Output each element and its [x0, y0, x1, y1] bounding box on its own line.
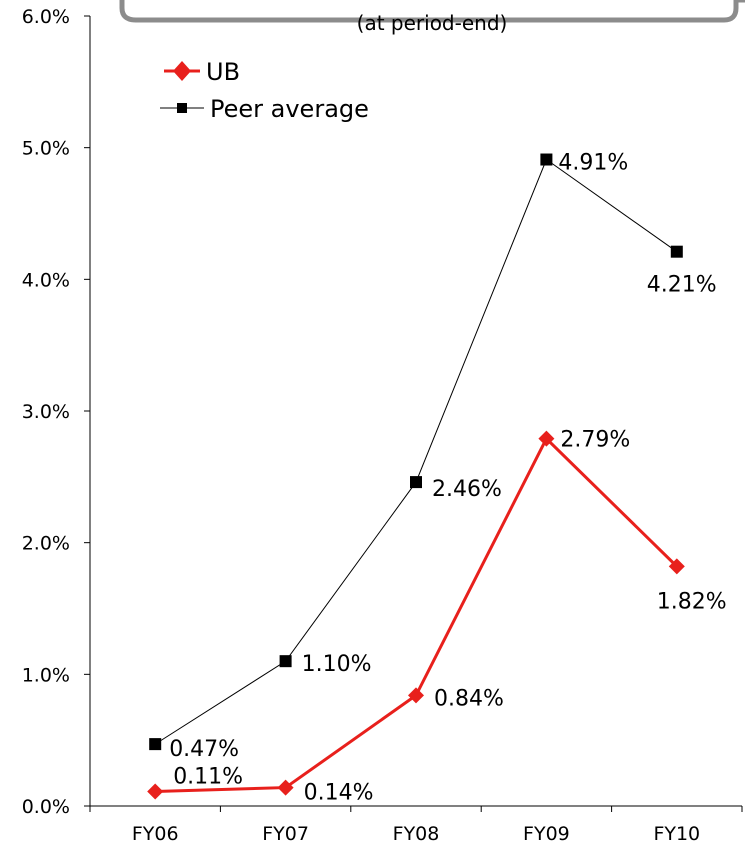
- peer-average-data-label: 4.91%: [558, 151, 628, 176]
- chart-subtitle: (at period-end): [357, 11, 508, 35]
- ub-point: [668, 558, 685, 575]
- header-frame: [119, 0, 745, 23]
- ub-point: [408, 687, 424, 704]
- x-tick-label: FY07: [262, 823, 309, 845]
- data-labels: 0.47% 1.10% 2.46% 4.91% 4.21% 0.11% 0.14% 0.84%…: [169, 151, 726, 806]
- series-markers: [147, 153, 685, 800]
- ub-point: [277, 779, 294, 796]
- legend-label-ub: UB: [206, 58, 240, 86]
- peer-average-point: [279, 655, 292, 668]
- peer-average-point: [149, 738, 162, 751]
- ub-point: [538, 430, 555, 447]
- y-tick-label: 3.0%: [22, 401, 70, 423]
- y-tick-label: 5.0%: [22, 138, 70, 160]
- x-tick-label: FY10: [653, 823, 700, 845]
- legend-item-peer: Peer average: [160, 95, 369, 123]
- y-tick-label: 6.0%: [22, 6, 70, 28]
- ub-point: [147, 783, 164, 800]
- ub-data-label: 0.14%: [304, 781, 374, 806]
- y-tick-label: 1.0%: [22, 664, 70, 686]
- legend: UB Peer average: [160, 58, 369, 123]
- ub-data-label: 1.82%: [657, 589, 727, 614]
- ub-data-label: 0.84%: [434, 686, 504, 711]
- legend-diamond-icon: [173, 61, 191, 81]
- ub-data-label: 2.79%: [560, 428, 630, 453]
- y-tick-label: 2.0%: [22, 533, 70, 555]
- peer-average-data-label: 4.21%: [647, 273, 717, 298]
- axes: 0.0% 1.0% 2.0% 3.0% 4.0% 5.0% 6.0% FY06 FY07 FY08…: [22, 6, 743, 845]
- peer-average-data-label: 2.46%: [432, 477, 502, 502]
- y-tick-label: 4.0%: [22, 269, 70, 291]
- x-tick-label: FY06: [132, 823, 179, 845]
- peer-average-point: [410, 476, 422, 489]
- legend-label-peer: Peer average: [210, 95, 369, 123]
- legend-item-ub: UB: [164, 58, 240, 86]
- peer-average-data-label: 0.47%: [169, 737, 239, 762]
- peer-average-point: [540, 153, 553, 166]
- peer-average-data-label: 1.10%: [302, 652, 372, 677]
- ub-data-label: 0.11%: [173, 765, 243, 790]
- x-tick-label: FY09: [523, 823, 570, 845]
- x-tick-label: FY08: [393, 823, 440, 845]
- y-tick-label: 0.0%: [22, 796, 70, 818]
- legend-square-icon: [177, 103, 187, 113]
- peer-average-point: [670, 245, 683, 258]
